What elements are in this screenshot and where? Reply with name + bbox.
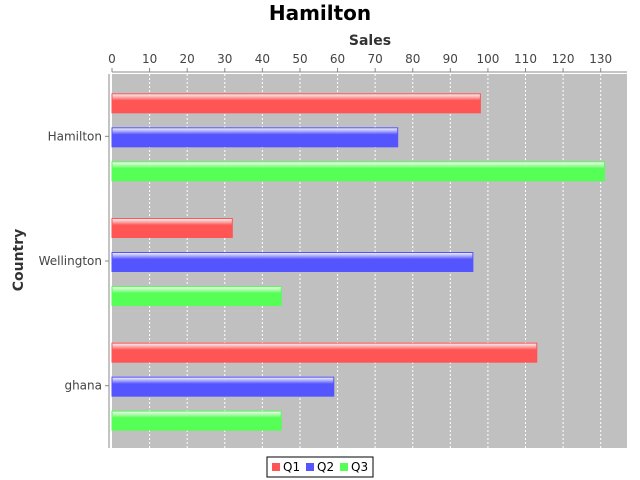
x-tick-label: 60 — [330, 52, 345, 66]
legend-label: Q1 — [283, 460, 300, 474]
legend-swatch — [306, 463, 314, 471]
x-tick-label: 120 — [552, 52, 575, 66]
bar-ghana-q1 — [111, 342, 538, 363]
bar-ghana-q2 — [111, 376, 335, 397]
bar-hamilton-q3 — [111, 161, 605, 182]
x-tick-label: 90 — [443, 52, 458, 66]
x-axis-label: Sales — [349, 33, 391, 49]
x-tick-label: 30 — [217, 52, 232, 66]
chart-title: Hamilton — [269, 1, 371, 25]
category-label: Wellington — [39, 254, 102, 268]
x-tick-label: 10 — [142, 52, 157, 66]
y-axis-label: Country — [11, 229, 27, 292]
x-tick-label: 100 — [476, 52, 499, 66]
category-label: Hamilton — [48, 129, 102, 143]
bar-wellington-q3 — [111, 286, 282, 306]
x-tick-label: 80 — [405, 52, 420, 66]
legend-swatch — [340, 463, 348, 471]
axes: 0 10 20 30 40 50 60 70 80 90 100 110 120 130 Hamilton W… — [39, 52, 627, 448]
bar-wellington-q1 — [111, 218, 233, 238]
bar-ghana-q3 — [111, 410, 282, 431]
category-label: ghana — [64, 379, 102, 393]
legend: Q1 Q2 Q3 — [266, 456, 374, 478]
legend-swatch — [272, 463, 280, 471]
legend-label: Q3 — [351, 460, 368, 474]
x-tick-label: 50 — [292, 52, 307, 66]
x-tick-label: 70 — [367, 52, 382, 66]
x-tick-label: 110 — [514, 52, 537, 66]
bar-hamilton-q2 — [111, 127, 399, 148]
bar-wellington-q2 — [111, 252, 474, 272]
bar-hamilton-q1 — [111, 93, 481, 114]
x-tick-label: 40 — [255, 52, 270, 66]
x-tick-label: 0 — [108, 52, 116, 66]
x-tick-label: 20 — [180, 52, 195, 66]
legend-box — [266, 456, 374, 478]
bars — [111, 93, 605, 431]
legend-label: Q2 — [317, 460, 334, 474]
x-tick-label: 130 — [589, 52, 612, 66]
